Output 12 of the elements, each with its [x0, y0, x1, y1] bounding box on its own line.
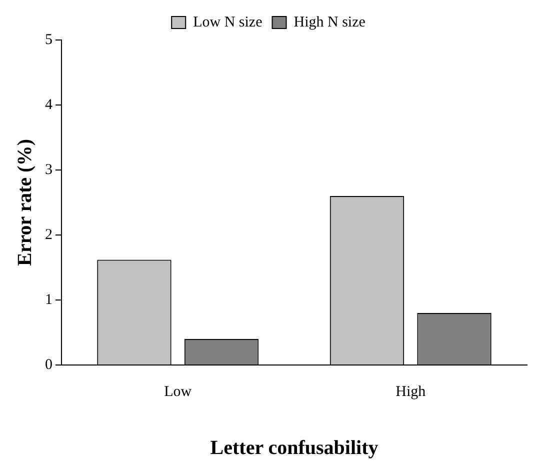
y-tick-label: 0: [45, 356, 52, 373]
y-tick-label: 2: [45, 226, 52, 243]
legend-label: Low N size: [193, 14, 263, 30]
y-tick-label: 4: [45, 96, 53, 113]
y-axis-title: Error rate (%): [14, 139, 36, 266]
y-tick-label: 5: [45, 32, 52, 48]
x-tick-label: High: [396, 384, 426, 400]
x-axis-title: Letter confusability: [210, 437, 378, 460]
legend-label: High N size: [294, 14, 366, 30]
y-tick-label: 3: [45, 162, 52, 178]
x-tick-label: Low: [164, 384, 192, 400]
y-tick-label: 1: [45, 292, 52, 308]
